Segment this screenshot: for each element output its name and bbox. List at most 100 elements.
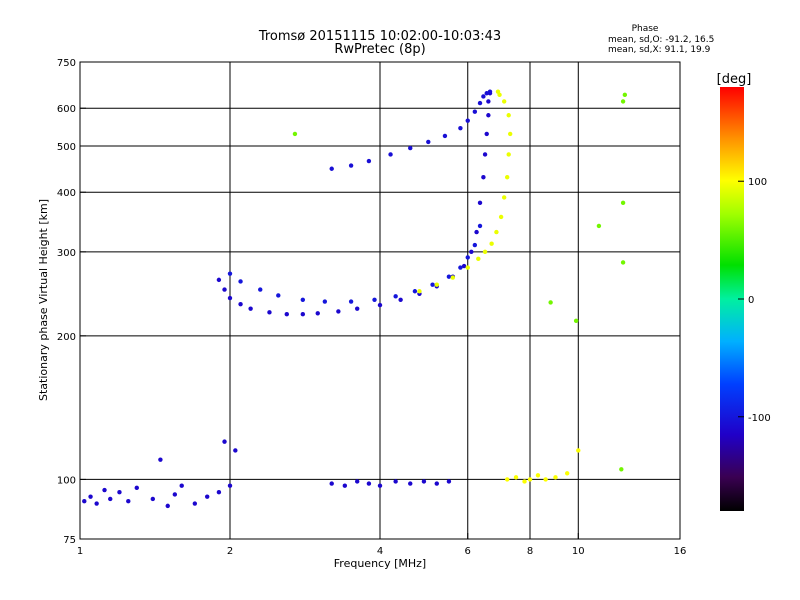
data-point xyxy=(461,263,467,269)
data-point xyxy=(484,91,489,96)
data-point xyxy=(465,118,470,123)
data-point xyxy=(315,311,320,316)
data-point xyxy=(412,289,418,294)
data-point xyxy=(377,302,383,308)
data-point xyxy=(329,481,334,486)
data-point xyxy=(398,297,403,302)
data-point xyxy=(543,477,548,482)
data-point xyxy=(472,109,478,114)
x-tick-label: 16 xyxy=(674,546,687,557)
data-point xyxy=(227,295,233,301)
data-point xyxy=(620,200,626,206)
data-point xyxy=(348,299,354,304)
data-point xyxy=(527,477,533,482)
data-point xyxy=(227,271,233,276)
data-point xyxy=(150,496,156,502)
data-point xyxy=(573,318,579,324)
data-point xyxy=(506,152,511,157)
data-point xyxy=(477,200,483,206)
data-point xyxy=(284,311,289,317)
data-point xyxy=(300,311,306,317)
data-point xyxy=(501,99,507,104)
data-point xyxy=(472,242,478,248)
colorbar-tick-label: -100 xyxy=(748,413,771,424)
grid xyxy=(80,62,680,539)
data-point xyxy=(619,467,624,472)
data-point xyxy=(222,439,227,444)
data-point xyxy=(434,282,439,287)
data-point xyxy=(222,287,227,292)
stats-heading: Phase xyxy=(632,24,659,34)
data-point xyxy=(117,490,122,495)
x-tick-label: 8 xyxy=(527,546,533,557)
data-point xyxy=(336,309,341,314)
data-point xyxy=(366,481,372,486)
data-point xyxy=(417,289,422,294)
data-point xyxy=(620,260,626,265)
data-point xyxy=(495,89,501,94)
data-point xyxy=(372,297,377,302)
data-point xyxy=(82,499,87,504)
data-points xyxy=(82,89,628,509)
data-point xyxy=(442,133,448,139)
data-point xyxy=(481,94,486,99)
data-point xyxy=(393,479,398,484)
data-point xyxy=(548,300,553,305)
data-point xyxy=(469,249,474,255)
data-point xyxy=(446,274,452,279)
data-point xyxy=(165,503,170,509)
x-tick-label: 10 xyxy=(572,546,585,557)
data-point xyxy=(504,175,510,180)
data-point xyxy=(388,152,393,157)
data-point xyxy=(482,152,488,157)
data-point xyxy=(94,501,99,506)
data-point xyxy=(476,256,481,262)
data-point xyxy=(426,139,431,145)
stats-line-o: mean, sd,O: -91.2, 16.5 xyxy=(608,35,714,45)
data-point xyxy=(450,275,456,280)
data-point xyxy=(506,113,511,118)
data-point xyxy=(535,473,541,478)
data-point xyxy=(248,306,253,311)
data-point xyxy=(564,471,570,476)
data-point xyxy=(474,229,479,235)
data-point xyxy=(377,483,383,488)
data-point xyxy=(487,89,493,94)
data-point xyxy=(486,99,491,104)
x-tick-label: 2 xyxy=(227,546,233,557)
data-point xyxy=(354,479,360,484)
data-point xyxy=(88,494,93,499)
data-point xyxy=(322,299,328,304)
data-point xyxy=(329,166,334,171)
data-point xyxy=(238,301,243,307)
data-point xyxy=(366,158,372,164)
data-point xyxy=(576,448,581,453)
data-point xyxy=(484,131,489,137)
data-point xyxy=(108,496,113,502)
data-point xyxy=(434,481,439,486)
data-point xyxy=(486,113,491,118)
x-tick-label: 6 xyxy=(465,546,471,557)
data-point xyxy=(501,195,507,200)
data-point xyxy=(481,175,486,180)
data-point xyxy=(179,483,184,488)
data-point xyxy=(216,490,222,495)
y-axis-label: Stationary phase Virtual Height [km] xyxy=(37,199,50,401)
y-tick-label: 750 xyxy=(57,58,76,69)
data-point xyxy=(408,145,413,151)
data-point xyxy=(522,479,527,484)
data-point xyxy=(408,481,413,486)
x-tick-label: 1 xyxy=(77,546,83,557)
data-point xyxy=(102,487,107,493)
colorbar-tick-label: 100 xyxy=(748,177,767,188)
data-point xyxy=(553,475,558,480)
y-tick-label: 200 xyxy=(57,332,76,343)
data-point xyxy=(489,241,494,246)
chart-subtitle: RwPretec (8p) xyxy=(334,42,425,57)
data-point xyxy=(300,297,306,302)
data-point xyxy=(465,265,470,270)
y-axis-ticks: 75 100 200 300 400 500 600 750 xyxy=(57,58,86,546)
data-point xyxy=(192,501,198,506)
y-tick-label: 600 xyxy=(57,104,76,115)
